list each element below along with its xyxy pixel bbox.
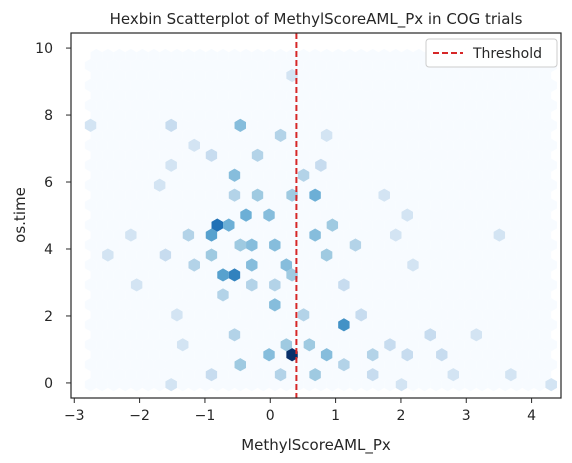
y-tick-label: 8	[44, 108, 53, 124]
x-tick-label: 0	[266, 408, 275, 424]
x-tick-label: 2	[396, 408, 405, 424]
hexbin-layer	[85, 49, 557, 391]
x-axis-label: MethylScoreAML_Px	[241, 436, 391, 455]
y-tick-label: 6	[44, 175, 53, 191]
y-tick-label: 2	[44, 309, 53, 325]
x-tick-label: 3	[462, 408, 471, 424]
legend-threshold-label: Threshold	[472, 46, 542, 62]
x-tick-label: −2	[129, 408, 150, 424]
y-axis-label: os.time	[11, 187, 29, 243]
y-tick-label: 0	[44, 376, 53, 392]
y-tick-label: 4	[44, 242, 53, 258]
legend: Threshold	[426, 39, 557, 67]
x-tick-label: 4	[527, 408, 536, 424]
x-tick-label: −1	[195, 408, 216, 424]
x-tick-label: 1	[331, 408, 340, 424]
x-tick-label: −3	[64, 408, 85, 424]
y-tick-label: 10	[35, 41, 53, 57]
chart-title: Hexbin Scatterplot of MethylScoreAML_Px …	[110, 10, 523, 29]
